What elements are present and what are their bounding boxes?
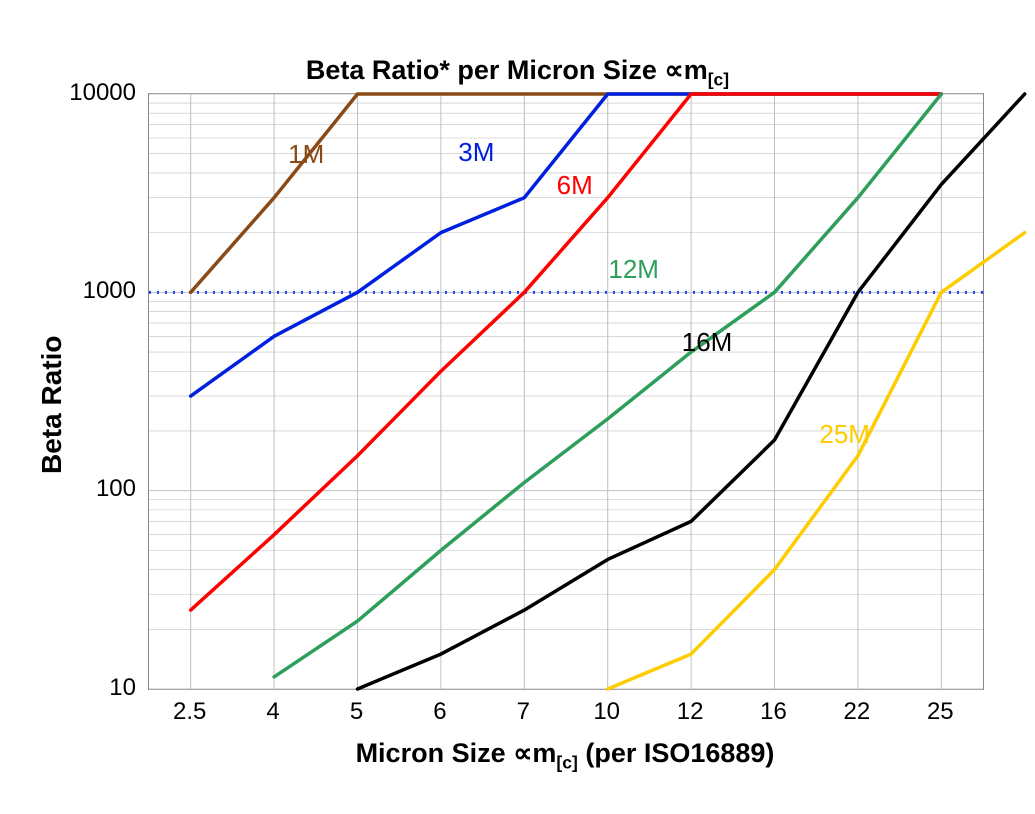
series-label-6M: 6M <box>557 170 593 201</box>
x-axis-title: Micron Size ∝m[c] (per ISO16889) <box>148 738 982 773</box>
x-tick-label: 12 <box>650 698 730 726</box>
x-tick-label: 7 <box>483 698 563 726</box>
x-tick-label: 10 <box>567 698 647 726</box>
series-label-25M: 25M <box>819 419 870 450</box>
y-tick-label: 100 <box>0 475 136 503</box>
series-line-25M <box>608 233 1025 689</box>
y-tick-label: 1000 <box>0 277 136 305</box>
x-tick-label: 2.5 <box>150 698 230 726</box>
y-tick-label: 10000 <box>0 79 136 107</box>
x-tick-label: 22 <box>817 698 897 726</box>
series-label-16M: 16M <box>682 327 733 358</box>
x-tick-label: 5 <box>317 698 397 726</box>
series-label-12M: 12M <box>608 254 659 285</box>
chart-container: Beta Ratio* per Micron Size ∝m[c] Beta R… <box>0 0 1035 814</box>
y-tick-label: 10 <box>0 674 136 702</box>
y-axis-title: Beta Ratio <box>36 335 68 473</box>
series-label-3M: 3M <box>458 137 494 168</box>
x-tick-label: 25 <box>900 698 980 726</box>
chart-title: Beta Ratio* per Micron Size ∝m[c] <box>0 55 1035 90</box>
x-tick-label: 4 <box>233 698 313 726</box>
x-tick-label: 16 <box>734 698 814 726</box>
series-label-1M: 1M <box>288 139 324 170</box>
x-tick-label: 6 <box>400 698 480 726</box>
